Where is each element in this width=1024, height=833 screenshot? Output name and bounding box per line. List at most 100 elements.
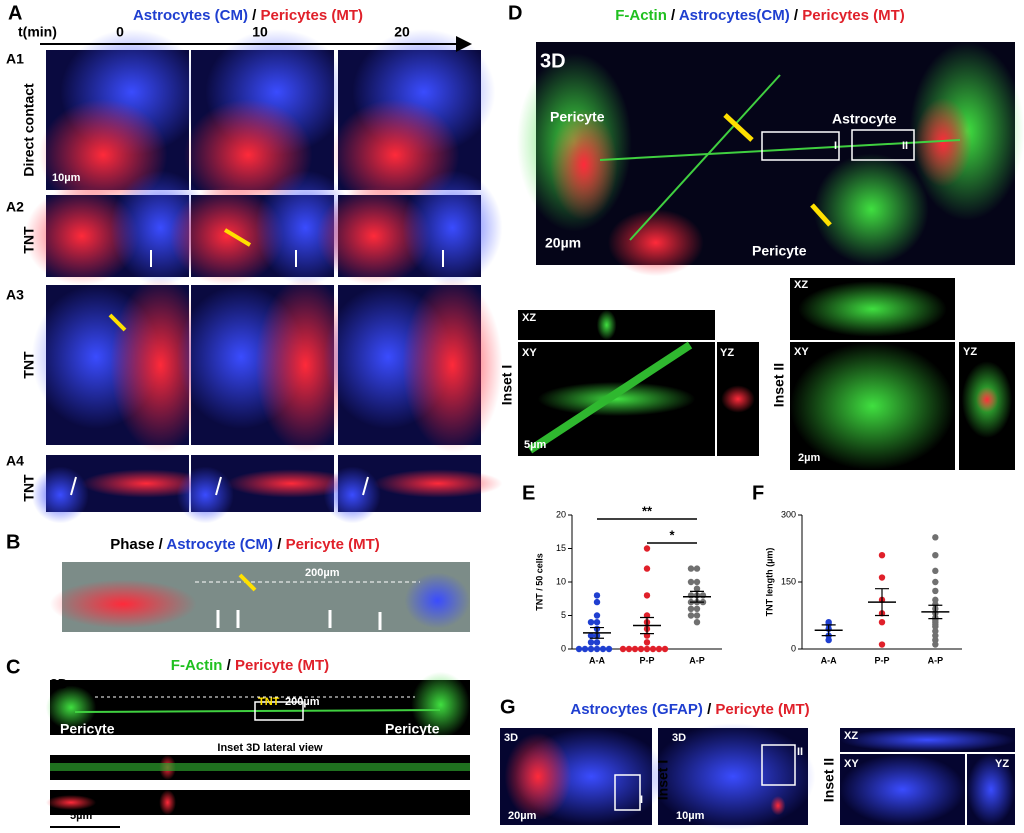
box-label: I [834, 140, 837, 152]
fiber-band [50, 763, 470, 771]
inset-title: Inset 3D lateral view [217, 742, 323, 754]
inset-box [761, 744, 796, 786]
data-point [587, 619, 595, 626]
pointer-arrow [810, 203, 832, 227]
error-bar [590, 626, 604, 639]
x-tick-label: P-P [874, 655, 889, 665]
data-point [605, 645, 613, 653]
pointer-arrow [215, 476, 222, 496]
box-label: II [902, 140, 908, 152]
view-label: YZ [963, 346, 977, 358]
title-part: Pericytes (MT) [802, 7, 905, 24]
panel-label: C [6, 656, 20, 678]
data-point [593, 619, 601, 626]
significance-label: ** [642, 503, 653, 518]
cell-signal [169, 186, 284, 286]
pointer-arrow [362, 476, 369, 496]
data-point [693, 585, 701, 592]
x-tick-label: A-P [928, 655, 944, 665]
inset-title: Inset II [771, 363, 787, 407]
x-tick-label: P-P [639, 655, 654, 665]
cell-signal [45, 685, 97, 730]
view-label: 3D [504, 732, 518, 744]
tnt-fiber [599, 139, 961, 161]
scale-label: 2µm [798, 452, 820, 464]
row-label: A3 [6, 287, 24, 303]
cell-signal [45, 795, 97, 810]
title-part: / [703, 701, 716, 718]
cell-signal [537, 381, 696, 417]
view-label: XY [794, 346, 809, 358]
title-part: F-Actin [171, 657, 223, 674]
data-point [687, 612, 695, 619]
panel-label: F [752, 482, 764, 504]
box-label: II [797, 746, 803, 758]
data-point [932, 534, 939, 541]
data-point [687, 578, 695, 586]
data-point [693, 565, 701, 572]
data-point [643, 565, 651, 572]
data-point [932, 627, 939, 635]
data-point [649, 645, 657, 653]
data-point [619, 645, 627, 653]
tnt-fiber [629, 74, 781, 241]
box-label: I [640, 794, 643, 806]
data-point [693, 612, 701, 619]
data-point [878, 641, 886, 648]
image-layer [24, 29, 1024, 830]
data-point [575, 645, 583, 653]
micrograph [50, 790, 470, 815]
cell-signal [373, 469, 503, 498]
y-tick-label: 150 [781, 576, 796, 586]
title-part: Astrocyte (CM) [166, 536, 273, 553]
x-tick-label: A-A [589, 655, 605, 665]
error-bar [690, 590, 704, 603]
cell-label: Astrocyte [832, 111, 897, 127]
data-point [693, 605, 701, 612]
scale-label: 20µm [545, 235, 581, 251]
data-point [932, 578, 939, 586]
y-tick-label: 20 [556, 509, 566, 519]
cell-signal [798, 281, 947, 337]
view-label: XZ [522, 312, 536, 324]
panel-title: Phase / Astrocyte (CM) / Pericyte (MT) [110, 536, 380, 553]
data-point [699, 592, 707, 599]
tnt-label: TNT [258, 696, 280, 708]
title-part: / [790, 7, 803, 24]
panel-title: F-Actin / Astrocytes(CM) / Pericytes (MT… [615, 7, 905, 24]
inset-title: Inset I [499, 365, 515, 405]
panel-label: D [508, 2, 522, 24]
cell-label: Pericyte [385, 721, 440, 737]
scale-label: 200µm [285, 696, 320, 708]
view-label: 3D [50, 676, 68, 692]
cell-signal [607, 209, 704, 277]
title-part: Pericytes (MT) [261, 7, 364, 24]
cell-signal [226, 469, 356, 498]
view-label: YZ [995, 758, 1009, 770]
pointer-arrow [723, 113, 754, 142]
inset-box [851, 129, 915, 161]
data-point [625, 645, 633, 653]
panel-label: A [8, 2, 22, 24]
title-part: Astrocytes(CM) [679, 7, 790, 24]
cell-signal [31, 466, 89, 524]
cell-signal [770, 795, 786, 816]
pointer-arrow [108, 313, 127, 332]
cell-signal [790, 342, 955, 470]
data-point [687, 565, 695, 572]
data-point [593, 612, 601, 619]
panel-title: Astrocytes (GFAP) / Pericyte (MT) [570, 701, 809, 718]
title-part: / [667, 7, 679, 24]
data-point [593, 645, 601, 653]
cell-signal [49, 579, 197, 629]
cell-signal [404, 572, 470, 629]
cell-signal [975, 386, 999, 413]
cell-signal [721, 385, 755, 413]
error-bar [875, 588, 889, 617]
title-part: Astrocytes (GFAP) [570, 701, 703, 718]
cell-signal [813, 153, 929, 265]
data-point [593, 592, 601, 599]
view-label: YZ [720, 347, 734, 359]
row-label: A1 [6, 51, 24, 67]
cell-signal [967, 754, 1015, 825]
